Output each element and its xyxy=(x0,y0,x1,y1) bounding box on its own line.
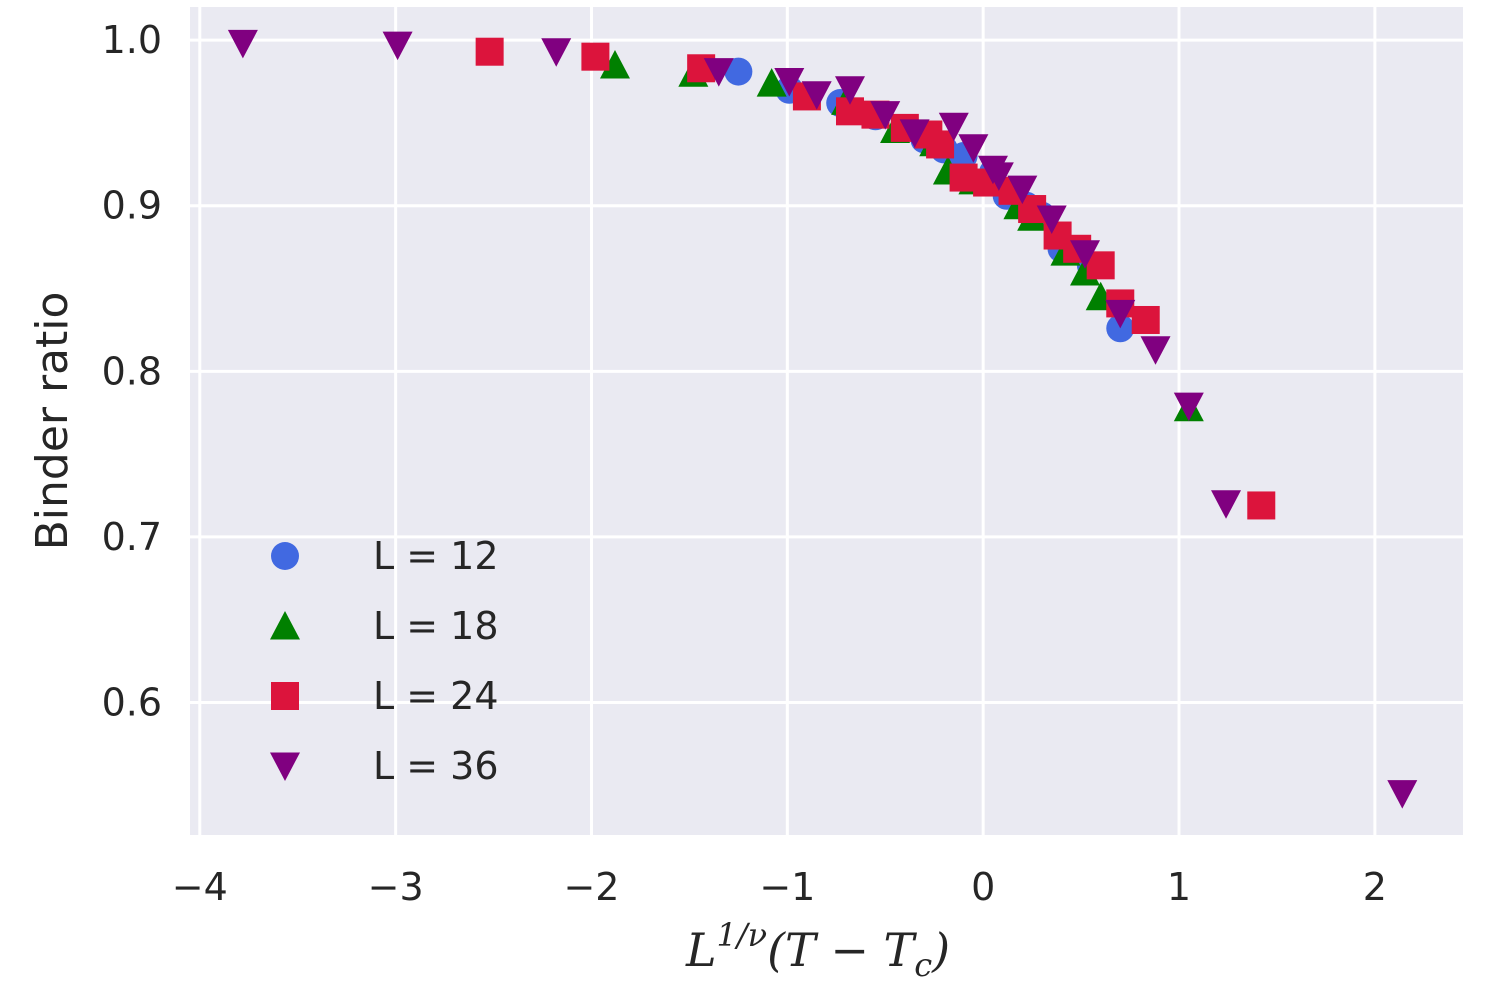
x-tick-label: −2 xyxy=(563,865,619,909)
data-point xyxy=(983,162,1014,191)
legend-label: L = 18 xyxy=(373,604,499,648)
x-axis-title-subscript: c xyxy=(914,946,932,984)
x-axis-title-superscript: 1/ν xyxy=(716,916,767,954)
data-point xyxy=(1247,491,1276,520)
y-axis-title: Binder ratio xyxy=(27,292,78,551)
x-axis-title-open: (T − T xyxy=(767,923,917,977)
data-point xyxy=(581,42,610,71)
y-tick-label: 0.7 xyxy=(102,515,162,559)
data-point xyxy=(774,68,805,97)
x-tick-label: 1 xyxy=(1167,865,1191,909)
x-tick-label: −1 xyxy=(759,865,815,909)
data-point xyxy=(835,76,866,105)
legend-marker xyxy=(271,682,299,710)
data-point xyxy=(541,38,572,67)
x-axis-title: L1/ν(T − Tc) xyxy=(685,916,950,984)
data-point xyxy=(227,29,258,59)
data-point xyxy=(1387,780,1418,809)
legend-label: L = 12 xyxy=(373,534,499,578)
x-tick-label: −3 xyxy=(368,865,424,909)
x-tick-label: 0 xyxy=(971,865,995,909)
data-point xyxy=(938,112,969,142)
plot-area xyxy=(190,7,1463,835)
data-point xyxy=(475,37,504,66)
data-point xyxy=(724,57,753,86)
legend-marker xyxy=(271,542,299,570)
y-tick-label: 1.0 xyxy=(102,18,162,62)
data-point xyxy=(958,134,989,163)
y-tick-labels: 0.6 0.7 0.8 0.9 1.0 xyxy=(102,18,162,724)
x-axis-title-close: ) xyxy=(931,923,950,977)
data-point xyxy=(1173,392,1204,422)
series-4 xyxy=(227,29,1418,809)
data-point xyxy=(1140,336,1171,365)
data-point xyxy=(1105,299,1136,329)
data-point xyxy=(926,130,955,159)
legend-marker xyxy=(270,611,300,640)
data-point xyxy=(1131,305,1160,334)
data-points xyxy=(227,29,1418,809)
data-point xyxy=(1070,240,1101,269)
data-point xyxy=(382,31,413,61)
data-point xyxy=(949,163,978,192)
x-axis-title-base: L xyxy=(685,923,717,977)
x-tick-label: −4 xyxy=(172,865,228,909)
legend-label: L = 24 xyxy=(373,674,499,718)
data-point xyxy=(1007,175,1038,205)
y-tick-label: 0.8 xyxy=(102,349,162,393)
data-point xyxy=(703,58,734,87)
data-point xyxy=(801,81,832,110)
data-point xyxy=(1211,490,1242,519)
data-point xyxy=(756,68,787,97)
data-point xyxy=(599,49,630,79)
legend: L = 12 L = 18 L = 24 L = 36 xyxy=(270,534,499,788)
x-tick-label: 2 xyxy=(1363,865,1387,909)
legend-label: L = 36 xyxy=(373,744,499,788)
y-tick-label: 0.9 xyxy=(102,184,162,228)
grid xyxy=(190,7,1463,835)
data-point xyxy=(899,119,930,148)
x-tick-labels: −4 −3 −2 −1 0 1 2 xyxy=(172,865,1387,909)
data-point xyxy=(1036,205,1067,234)
legend-marker xyxy=(270,752,300,781)
y-tick-label: 0.6 xyxy=(102,681,162,725)
data-point xyxy=(870,101,901,130)
